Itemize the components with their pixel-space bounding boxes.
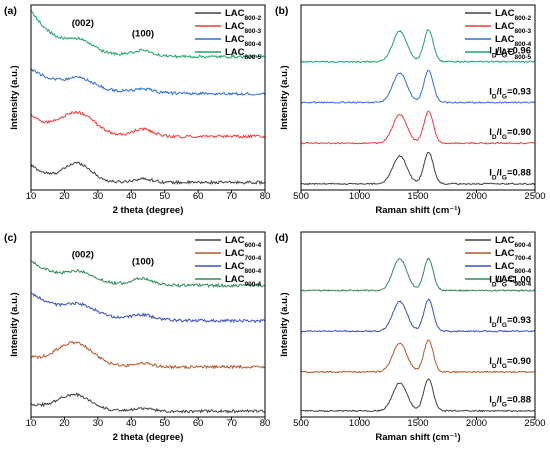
id-ig-ratio-label: ID/IG=1.00 xyxy=(489,274,531,288)
x-tick-label: 50 xyxy=(159,191,170,202)
panel-a: 10 20 30 40 50 60 70 80 2 theta (degree) Intensit… xyxy=(4,4,271,216)
legend-entry: LAC800-5 xyxy=(495,47,532,61)
panel-b: 500 1000 1500 2000 2500 Raman shift (cm⁻¹) Int… xyxy=(275,4,546,216)
x-tick-label: 80 xyxy=(260,418,271,429)
x-tick-label: 60 xyxy=(193,191,204,202)
legend-entry: LAC800-5 xyxy=(225,47,262,61)
plot-frame xyxy=(30,231,266,418)
series-line-600-4 xyxy=(300,378,536,413)
y-axis-title: Intensity (a.u.) xyxy=(9,292,20,356)
x-tick-label: 1500 xyxy=(407,418,428,429)
id-ig-ratio-label: ID/IG=0.93 xyxy=(489,86,531,100)
x-tick-label: 10 xyxy=(26,191,37,202)
panel-c: 10 20 30 40 50 60 70 80 2 theta (degree) Intensit… xyxy=(4,231,271,443)
peak-annotation: (100) xyxy=(132,28,154,39)
x-tick-label: 2000 xyxy=(466,191,487,202)
id-ig-ratio-label: ID/IG=0.90 xyxy=(489,127,531,141)
y-axis-title: Intensity (a.u.) xyxy=(279,292,290,356)
legend-entry: LAC600-4 xyxy=(495,235,532,249)
x-axis-title: Raman shift (cm⁻¹) xyxy=(375,432,460,443)
x-tick-label: 40 xyxy=(126,191,137,202)
id-ig-ratio-label: ID/IG=0.90 xyxy=(489,356,531,370)
series-line-700-4 xyxy=(300,339,536,374)
x-axis-title: 2 theta (degree) xyxy=(113,432,184,443)
legend-entry: LAC800-3 xyxy=(495,21,532,35)
x-tick-label: 500 xyxy=(293,418,309,429)
x-tick-label: 10 xyxy=(26,418,37,429)
legend-entry: LAC900-4 xyxy=(225,274,262,288)
y-axis-title: Intensity (a.u.) xyxy=(279,65,290,129)
legend-entry: LAC800-3 xyxy=(225,21,262,35)
legend-entry: LAC800-2 xyxy=(495,8,532,22)
panel-letter: (a) xyxy=(4,5,17,17)
x-tick-label: 1000 xyxy=(349,418,370,429)
panel-letter: (b) xyxy=(275,5,288,17)
x-tick-label: 1000 xyxy=(349,191,370,202)
x-tick-label: 2000 xyxy=(466,418,487,429)
x-tick-label: 500 xyxy=(293,191,309,202)
x-tick-label: 30 xyxy=(93,191,104,202)
series-line-800-5 xyxy=(300,28,536,64)
series-line-800-4 xyxy=(30,292,266,324)
id-ig-ratio-label: ID/IG=0.93 xyxy=(489,315,531,329)
x-tick-label: 1500 xyxy=(407,191,428,202)
x-tick-label: 20 xyxy=(59,191,70,202)
legend-entry: LAC600-4 xyxy=(225,235,262,249)
x-tick-label: 30 xyxy=(93,418,104,429)
panel-letter: (d) xyxy=(275,232,288,244)
legend-entry: LAC800-4 xyxy=(225,261,262,275)
legend-entry: LAC800-2 xyxy=(225,8,262,22)
series-line-600-4 xyxy=(30,392,266,414)
legend-entry: LAC900-4 xyxy=(495,274,532,288)
x-tick-label: 50 xyxy=(159,418,170,429)
x-tick-label: 60 xyxy=(193,418,204,429)
x-axis-title: Raman shift (cm⁻¹) xyxy=(375,205,460,216)
series-line-800-3 xyxy=(300,110,536,145)
plot-frame xyxy=(300,4,536,191)
series-line-800-4 xyxy=(300,69,536,104)
series-line-800-5 xyxy=(30,10,266,59)
id-ig-ratio-label: ID/IG=0.88 xyxy=(489,395,531,409)
x-tick-label: 20 xyxy=(59,418,70,429)
x-tick-label: 80 xyxy=(260,191,271,202)
series-line-700-4 xyxy=(30,341,266,370)
legend-entry: LAC800-4 xyxy=(495,34,532,48)
legend-entry: LAC800-4 xyxy=(495,261,532,275)
x-tick-label: 70 xyxy=(226,191,237,202)
plot-frame xyxy=(30,4,266,191)
x-tick-label: 70 xyxy=(226,418,237,429)
legend-entry: LAC700-4 xyxy=(495,248,532,262)
series-line-800-3 xyxy=(30,110,266,139)
peak-annotation: (002) xyxy=(72,250,94,261)
x-axis-title: 2 theta (degree) xyxy=(113,205,184,216)
panel-letter: (c) xyxy=(4,232,17,244)
series-line-800-2 xyxy=(300,151,536,186)
x-tick-label: 2500 xyxy=(524,418,545,429)
panel-d: 500 1000 1500 2000 2500 Raman shift (cm⁻¹) Int… xyxy=(275,231,546,443)
legend-entry: LAC700-4 xyxy=(225,248,262,262)
x-tick-label: 2500 xyxy=(524,191,545,202)
series-line-800-4 xyxy=(300,298,536,333)
series-line-800-4 xyxy=(30,68,266,97)
x-tick-label: 40 xyxy=(126,418,137,429)
series-line-900-4 xyxy=(30,260,266,288)
legend-entry: LAC800-4 xyxy=(225,34,262,48)
id-ig-ratio-label: ID/IG=0.96 xyxy=(489,46,531,60)
series-line-800-2 xyxy=(30,161,266,186)
peak-annotation: (100) xyxy=(132,256,154,267)
series-line-900-4 xyxy=(301,257,536,293)
id-ig-ratio-label: ID/IG=0.88 xyxy=(489,168,531,182)
peak-annotation: (002) xyxy=(72,18,94,29)
y-axis-title: Intensity (a.u.) xyxy=(9,65,20,129)
